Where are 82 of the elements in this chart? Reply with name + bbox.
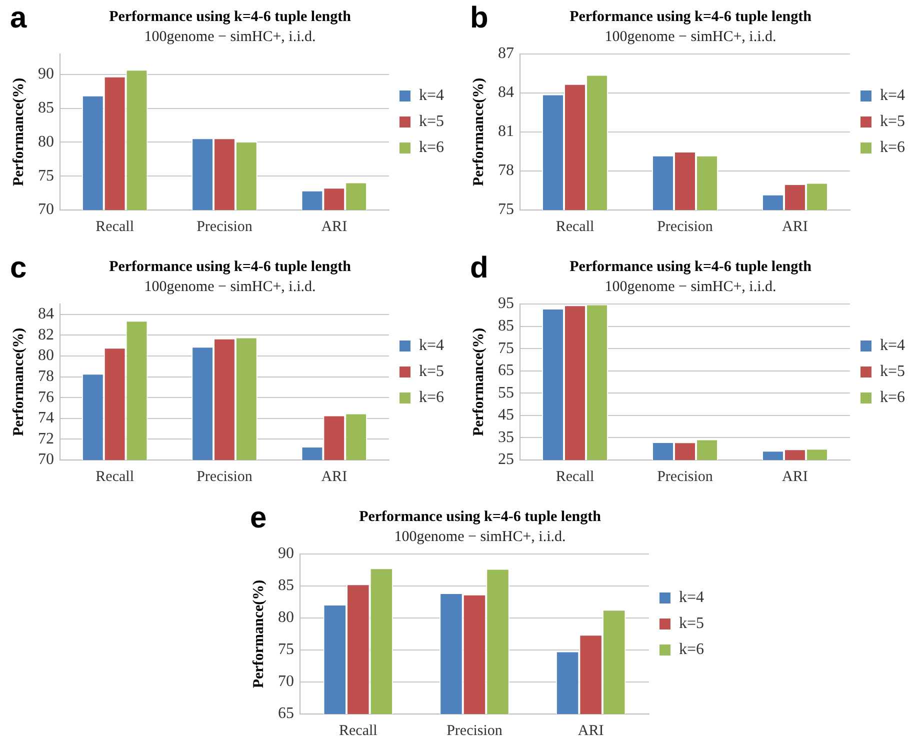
legend-label: k=5 [418, 363, 444, 380]
y-tick-label: 82 [38, 326, 54, 344]
y-tick-label: 35 [498, 428, 514, 446]
legend-label: k=5 [418, 113, 444, 130]
chart-title: Performance using k=4-6 tuple length [109, 8, 352, 25]
x-tick-label: Recall [96, 468, 134, 485]
y-axis-title: Performance(%) [470, 78, 487, 186]
legend-label: k=6 [880, 389, 906, 406]
y-tick-label: 75 [278, 641, 294, 658]
chart-subtitle: 100genome − simHC+, i.i.d. [604, 278, 776, 295]
y-axis-title: Performance(%) [250, 580, 267, 688]
legend-label: k=4 [418, 337, 444, 354]
y-tick-label: 75 [38, 167, 54, 184]
x-tick-label: Precision [446, 722, 503, 739]
y-tick-label: 78 [498, 162, 514, 180]
x-tick-label: Recall [556, 218, 594, 235]
chart-subtitle: 100genome − simHC+, i.i.d. [604, 28, 776, 45]
chart-title: Performance using k=4-6 tuple length [570, 8, 812, 25]
y-tick-label: 70 [278, 673, 294, 690]
y-tick-label: 70 [38, 451, 54, 468]
y-tick-label: 85 [38, 99, 54, 116]
text: e [250, 501, 267, 534]
x-tick-label: Precision [196, 468, 253, 485]
chart-title: Performance using k=4-6 tuple length [109, 258, 352, 275]
y-tick-label: 85 [498, 317, 514, 334]
legend-label: k=5 [880, 363, 906, 380]
y-tick-label: 25 [498, 451, 514, 468]
x-tick-label: Recall [96, 218, 134, 235]
text: c [10, 251, 27, 284]
legend-label: k=4 [678, 589, 704, 606]
x-tick-label: ARI [321, 468, 348, 485]
x-tick-label: Recall [556, 468, 594, 485]
y-tick-label: 90 [278, 545, 294, 562]
y-axis-title: Performance(%) [10, 328, 27, 436]
y-tick-label: 75 [498, 201, 514, 218]
legend-label: k=6 [678, 641, 704, 658]
y-tick-label: 84 [498, 84, 514, 102]
y-tick-label: 65 [278, 705, 294, 722]
x-tick-label: Recall [339, 722, 378, 739]
chart-subtitle: 100genome − simHC+, i.i.d. [144, 278, 316, 295]
legend-label: k=4 [880, 87, 906, 104]
y-tick-label: 80 [38, 347, 54, 364]
legend-label: k=4 [418, 87, 444, 104]
text: a [10, 1, 27, 34]
y-tick-label: 45 [498, 406, 514, 424]
chart-title: Performance using k=4-6 tuple length [359, 508, 602, 525]
x-tick-label: Precision [657, 468, 714, 485]
x-tick-label: Precision [196, 218, 253, 235]
legend-label: k=4 [880, 337, 906, 354]
y-tick-label: 76 [38, 388, 54, 406]
x-tick-label: Precision [657, 218, 714, 235]
chart-title: Performance using k=4-6 tuple length [570, 258, 812, 275]
y-tick-label: 80 [38, 133, 54, 150]
legend-label: k=5 [678, 615, 704, 632]
x-tick-label: ARI [782, 468, 808, 485]
legend-label: k=5 [880, 113, 906, 130]
chart-subtitle: 100genome − simHC+, i.i.d. [394, 528, 566, 545]
text: b [470, 1, 488, 34]
y-tick-label: 74 [38, 410, 54, 427]
y-axis-title: Performance(%) [470, 328, 487, 436]
y-tick-label: 78 [38, 368, 54, 386]
y-axis-title: Performance(%) [10, 78, 27, 186]
x-tick-label: ARI [782, 218, 808, 235]
legend-label: k=6 [880, 139, 906, 156]
legend-label: k=6 [418, 389, 444, 406]
y-tick-label: 81 [498, 123, 514, 140]
y-tick-label: 80 [278, 609, 294, 626]
y-tick-label: 55 [498, 384, 514, 402]
y-tick-label: 75 [498, 340, 514, 357]
y-tick-label: 85 [278, 577, 294, 594]
y-tick-label: 70 [38, 201, 54, 218]
y-tick-label: 90 [38, 66, 54, 83]
x-tick-label: ARI [321, 218, 348, 235]
y-tick-label: 87 [498, 45, 514, 62]
y-tick-label: 84 [38, 306, 54, 323]
legend-label: k=6 [418, 139, 444, 156]
y-tick-label: 72 [38, 430, 54, 448]
y-tick-label: 95 [498, 295, 514, 312]
chart-subtitle: 100genome − simHC+, i.i.d. [144, 28, 316, 45]
y-tick-label: 65 [498, 362, 514, 380]
text: d [470, 251, 488, 284]
x-tick-label: ARI [578, 722, 604, 739]
